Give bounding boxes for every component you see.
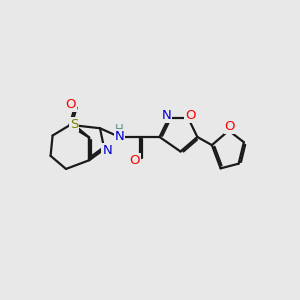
Text: O: O	[225, 120, 235, 133]
Text: N: N	[162, 109, 171, 122]
Text: N: N	[102, 144, 112, 157]
Text: O: O	[66, 98, 76, 111]
Text: O: O	[185, 109, 196, 122]
Text: N: N	[115, 130, 124, 143]
Text: S: S	[70, 118, 78, 131]
Text: H: H	[116, 124, 124, 136]
Text: O: O	[129, 154, 140, 167]
